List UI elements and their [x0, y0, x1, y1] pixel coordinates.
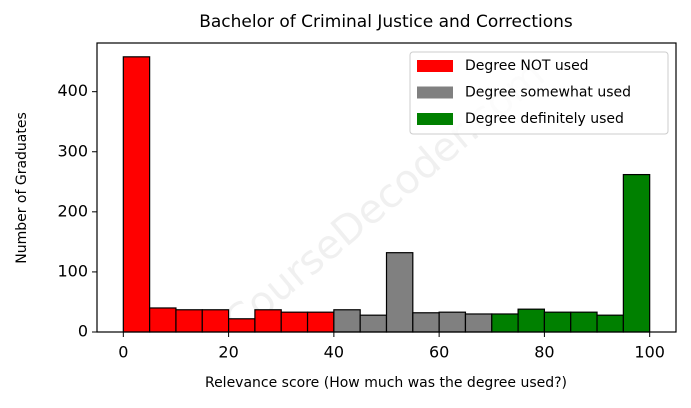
bar	[227, 318, 256, 333]
bar	[359, 314, 388, 333]
y-tick-label: 400	[57, 81, 88, 100]
y-tick-label: 300	[57, 141, 88, 160]
y-axis-label: Number of Graduates	[14, 112, 30, 264]
bar	[175, 309, 203, 333]
legend-swatch	[417, 60, 453, 72]
y-tick-label: 100	[57, 261, 88, 280]
x-axis-label: Relevance score (How much was the degree…	[205, 375, 567, 391]
chart-title: Bachelor of Criminal Justice and Correct…	[199, 12, 573, 32]
bar	[543, 311, 572, 333]
bar	[149, 307, 177, 333]
bar	[254, 309, 282, 333]
plot-frame	[96, 42, 677, 333]
bar	[464, 313, 493, 333]
legend-swatch	[417, 113, 453, 125]
bar	[122, 56, 151, 333]
x-tick-label: 20	[218, 343, 238, 362]
legend-label: Degree definitely used	[465, 111, 624, 127]
bar	[280, 311, 309, 333]
bar	[517, 308, 546, 333]
legend-label: Degree NOT used	[465, 58, 589, 74]
y-tick-label: 0	[78, 322, 88, 341]
x-tick-label: 100	[634, 343, 665, 362]
y-tick-label: 200	[57, 201, 88, 220]
bar	[438, 311, 467, 333]
bar	[306, 311, 335, 333]
x-tick-label: 0	[118, 343, 128, 362]
bar	[333, 309, 361, 333]
bar	[385, 252, 414, 333]
x-tick-label: 60	[429, 343, 449, 362]
bar	[491, 313, 519, 333]
x-tick-label: 40	[324, 343, 344, 362]
legend-box	[409, 51, 669, 135]
legend-label: Degree somewhat used	[465, 85, 631, 101]
bar	[570, 311, 598, 333]
x-tick-label: 80	[534, 343, 554, 362]
bar	[201, 309, 230, 333]
bar	[412, 312, 440, 333]
legend-swatch	[417, 86, 453, 99]
bar	[596, 314, 624, 333]
bar	[622, 173, 651, 333]
legend: Degree NOT used Degree somewhat used Degre…	[409, 51, 669, 135]
